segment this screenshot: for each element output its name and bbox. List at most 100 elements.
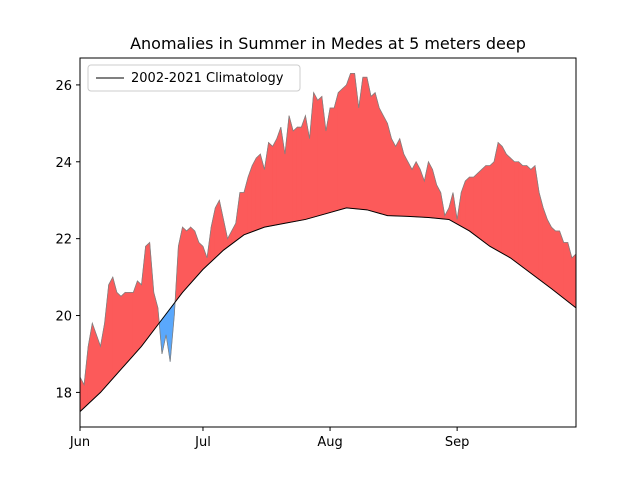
anomaly-above-82-0 [415,161,421,218]
anomaly-above-54-0 [301,115,306,221]
anomaly-above-93-0 [460,180,466,230]
anomaly-above-64-0 [342,84,347,210]
anomaly-above-113-0 [542,207,548,287]
anomaly-above-83-0 [419,169,425,218]
anomaly-above-68-0 [358,77,364,210]
anomaly-above-43-0 [255,153,261,231]
anomaly-above-3-0 [92,323,97,401]
anomaly-above-72-0 [374,92,380,214]
anomaly-above-71-0 [370,91,376,213]
y-tick-label-3: 24 [55,156,72,171]
anomaly-above-104-0 [506,153,511,259]
anomaly-above-120-0 [571,253,577,309]
anomaly-above-116-0 [555,230,560,296]
anomaly-above-0-0 [79,376,85,413]
anomaly-above-118-0 [563,242,569,303]
anomaly-above-109-0 [526,164,532,274]
legend-entry-climatology: 2002-2021 Climatology [131,71,284,86]
anomaly-above-81-0 [411,161,417,218]
series-lines [79,72,577,412]
anomaly-above-7-0 [108,276,114,384]
legend-box [87,64,301,92]
anomaly-above-76-0 [391,138,396,217]
anomaly-above-55-0 [305,115,310,220]
anomaly-above-96-0 [473,172,478,238]
anomaly-above-47-0 [272,138,278,226]
anomaly-above-48-0 [276,127,282,226]
anomaly-above-14-0 [137,280,142,352]
anomaly-above-16-0 [145,241,150,342]
anomaly-above-95-0 [469,176,474,235]
anomaly-above-70-0 [366,77,372,212]
plot-frame [79,57,577,428]
anomaly-above-15-0 [141,246,146,348]
anomaly-above-33-0 [214,200,220,259]
anomaly-above-27-0 [190,226,196,285]
anomaly-above-119-0 [567,242,573,306]
y-axis: 18 20 22 24 26 [55,79,80,401]
anomaly-above-87-0 [436,184,442,219]
x-tick-label-3: Sep [445,435,470,450]
anomaly-above-10-0 [120,291,126,371]
anomaly-above-12-0 [128,292,134,361]
anomaly-above-80-0 [407,161,413,217]
anomaly-below-20-0 [161,313,167,355]
anomaly-above-66-0 [350,73,355,209]
anomaly-above-110-0 [530,164,536,277]
anomaly-above-74-0 [383,115,388,216]
anomaly-above-28-0 [194,230,200,280]
anomaly-above-99-0 [485,165,491,247]
anomaly-above-62-0 [333,92,339,212]
anomaly-above-115-0 [551,226,556,293]
chart-title: Anomalies in Summer in Medes at 5 meters… [130,34,526,53]
anomaly-above-26-0 [186,226,191,289]
x-tick-label-0: Jun [69,435,90,450]
anomaly-above-106-0 [514,161,519,265]
anomaly-above-18-0 [153,292,159,332]
anomaly-above-69-0 [362,76,368,211]
anomaly-above-63-0 [337,88,343,211]
anomaly-above-97-0 [477,168,483,241]
anomaly-above-9-0 [116,291,122,375]
anomaly-above-105-0 [510,157,515,262]
y-tick-label-2: 22 [55,233,72,248]
anomaly-above-52-0 [292,126,298,223]
y-tick-label-4: 26 [55,79,72,94]
anomaly-above-114-0 [547,219,552,290]
anomaly-above-98-0 [481,164,487,244]
anomaly-above-53-0 [296,126,302,222]
anomaly-above-85-0 [428,161,433,219]
anomaly-above-25-0 [182,226,187,294]
anomaly-above-46-0 [268,141,273,227]
anomaly-above-111-0 [534,165,540,280]
anomaly-above-107-0 [518,161,524,268]
anomaly-above-51-0 [288,115,294,223]
climatology-line [79,207,577,412]
x-axis: Jun Jul Aug Sep [69,427,470,450]
anomaly-above-11-0 [124,292,130,366]
anomaly-above-58-0 [317,95,323,217]
anomaly-above-39-0 [239,192,245,239]
anomaly-above-44-0 [260,154,265,230]
anomaly-above-100-0 [489,161,495,250]
anomaly-above-108-0 [522,165,528,271]
observed-line [79,72,577,387]
x-tick-label-2: Aug [317,435,342,450]
anomaly-above-8-0 [112,277,118,380]
anomaly-above-79-0 [403,153,409,217]
anomaly-above-102-0 [497,141,503,254]
x-tick-label-1: Jul [194,435,211,450]
anomaly-below-21-0 [165,307,171,362]
legend: 2002-2021 Climatology [87,64,301,92]
anomaly-fills [79,73,577,413]
anomaly-above-60-0 [325,107,331,215]
y-tick-label-1: 20 [55,310,72,325]
anomaly-above-13-0 [132,280,138,357]
anomaly-above-57-0 [313,92,319,218]
anomaly-above-42-0 [251,157,257,233]
anomaly-above-77-0 [395,138,401,217]
anomaly-above-65-0 [346,73,351,209]
anomaly-above-61-0 [329,107,335,213]
anomaly-above-94-0 [465,176,470,232]
